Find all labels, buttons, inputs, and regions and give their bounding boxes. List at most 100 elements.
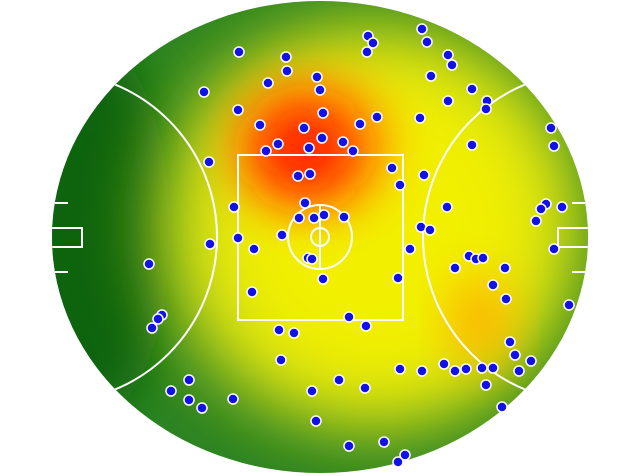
arc-left [52,71,218,403]
point [276,229,288,241]
point [421,36,433,48]
point [399,449,411,461]
point [227,393,239,405]
point [292,170,304,182]
point [466,83,478,95]
point [416,23,428,35]
point [476,362,488,374]
point [535,203,547,215]
point [441,201,453,213]
point [311,71,323,83]
point [343,311,355,323]
point [449,262,461,274]
point [504,336,516,348]
point [466,139,478,151]
point [347,145,359,157]
point [480,103,492,115]
point [262,77,274,89]
goal-square [557,227,588,248]
point [446,59,458,71]
point [509,349,521,361]
point [556,201,568,213]
point [525,355,537,367]
point [354,118,366,130]
point [548,243,560,255]
point [394,363,406,375]
point [378,436,390,448]
point [442,95,454,107]
point [183,374,195,386]
point [487,279,499,291]
point [545,122,557,134]
point [496,401,508,413]
point [367,37,379,49]
point [308,212,320,224]
point [359,382,371,394]
point [438,358,450,370]
goal-square [52,227,83,248]
point [310,415,322,427]
point [298,122,310,134]
point [203,156,215,168]
point [272,138,284,150]
point [303,142,315,154]
point [183,394,195,406]
point [386,162,398,174]
point [424,224,436,236]
point [233,46,245,58]
arc-right [422,71,588,403]
point [317,107,329,119]
heat-cold [52,40,170,420]
point [232,104,244,116]
point [548,140,560,152]
point [304,168,316,180]
point [254,119,266,131]
point [246,286,258,298]
point [232,232,244,244]
point [316,132,328,144]
point [273,324,285,336]
point [338,211,350,223]
point [425,70,437,82]
point [449,365,461,377]
point [306,385,318,397]
point [404,243,416,255]
point [306,253,318,265]
point [143,258,155,270]
points [143,23,575,468]
point [414,112,426,124]
point [280,51,292,63]
point [146,322,158,334]
point [480,379,492,391]
point [563,299,575,311]
point [392,456,404,468]
point [260,145,272,157]
point [460,363,472,375]
point [293,212,305,224]
point [477,252,489,264]
point [198,86,210,98]
point [314,84,326,96]
point [442,49,454,61]
point [337,136,349,148]
point [228,201,240,213]
point [371,111,383,123]
point [165,385,177,397]
point [392,272,404,284]
point [361,46,373,58]
point [500,293,512,305]
point [152,313,164,325]
point [318,209,330,221]
point [499,262,511,274]
point [281,65,293,77]
point [204,238,216,250]
point [360,320,372,332]
point [394,179,406,191]
point [333,374,345,386]
point [487,362,499,374]
point [343,440,355,452]
point [418,169,430,181]
point [530,215,542,227]
